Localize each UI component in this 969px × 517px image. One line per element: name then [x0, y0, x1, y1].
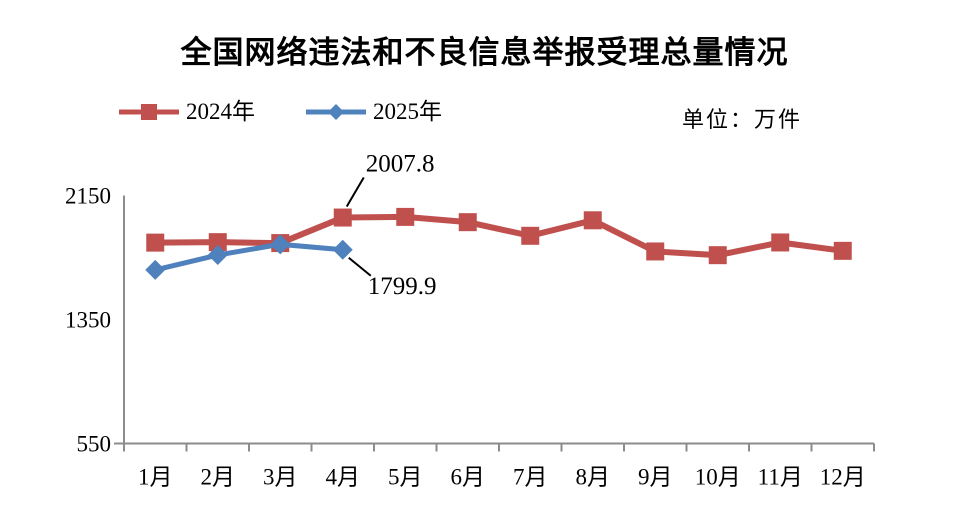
data-point-2025年: [332, 239, 353, 260]
data-point-2025年: [145, 259, 166, 280]
x-tick-label: 11月: [758, 465, 803, 490]
annotation-leader-line: [348, 256, 372, 277]
x-tick-label: 6月: [451, 465, 486, 490]
annotation-label: 2007.8: [366, 151, 435, 178]
annotation-leader-line: [345, 177, 365, 208]
legend-marker-2025-icon: [306, 103, 366, 120]
data-point-2024年: [333, 208, 352, 227]
data-point-2024年: [583, 211, 602, 230]
x-tick-label: 9月: [638, 465, 673, 490]
series-line-2024年: [155, 213, 844, 259]
x-tick-label: 7月: [513, 465, 548, 490]
chart-legend: 2024年 2025年: [118, 100, 442, 123]
series-line-2025年: [154, 241, 343, 273]
y-tick-label: 550: [77, 432, 112, 457]
legend-label-2025: 2025年: [373, 99, 442, 124]
data-point-2024年: [646, 242, 665, 261]
data-point-2025年: [270, 234, 291, 255]
legend-item-2025: 2025年: [305, 100, 442, 123]
data-point-2025年: [207, 245, 228, 266]
x-tick-label: 10月: [695, 465, 741, 490]
data-point-2024年: [833, 241, 852, 260]
data-point-2024年: [396, 207, 415, 226]
x-tick-label: 2月: [201, 465, 236, 490]
legend-item-2024: 2024年: [118, 100, 255, 123]
legend-marker-2024-icon: [119, 103, 179, 120]
unit-label: 单位：万件: [682, 107, 803, 132]
data-point-2024年: [708, 246, 727, 265]
x-tick-label: 3月: [263, 465, 298, 490]
x-tick-label: 12月: [820, 465, 866, 490]
data-point-2024年: [458, 213, 477, 232]
annotation-label: 1799.9: [368, 273, 437, 300]
y-tick-label: 2150: [65, 184, 111, 209]
y-tick-label: 1350: [65, 308, 111, 333]
x-tick-label: 4月: [326, 465, 361, 490]
page-title: 全国网络违法和不良信息举报受理总量情况: [180, 35, 789, 70]
legend-diamond-marker: [328, 103, 344, 120]
legend-label-2024: 2024年: [186, 99, 255, 124]
legend-square-marker: [141, 103, 157, 120]
x-tick-label: 8月: [576, 465, 611, 490]
data-point-2024年: [771, 233, 790, 252]
x-tick-label: 1月: [138, 465, 173, 490]
x-tick-label: 5月: [388, 465, 423, 490]
data-point-2024年: [521, 226, 540, 245]
data-point-2024年: [208, 233, 227, 252]
data-point-2024年: [146, 233, 165, 252]
